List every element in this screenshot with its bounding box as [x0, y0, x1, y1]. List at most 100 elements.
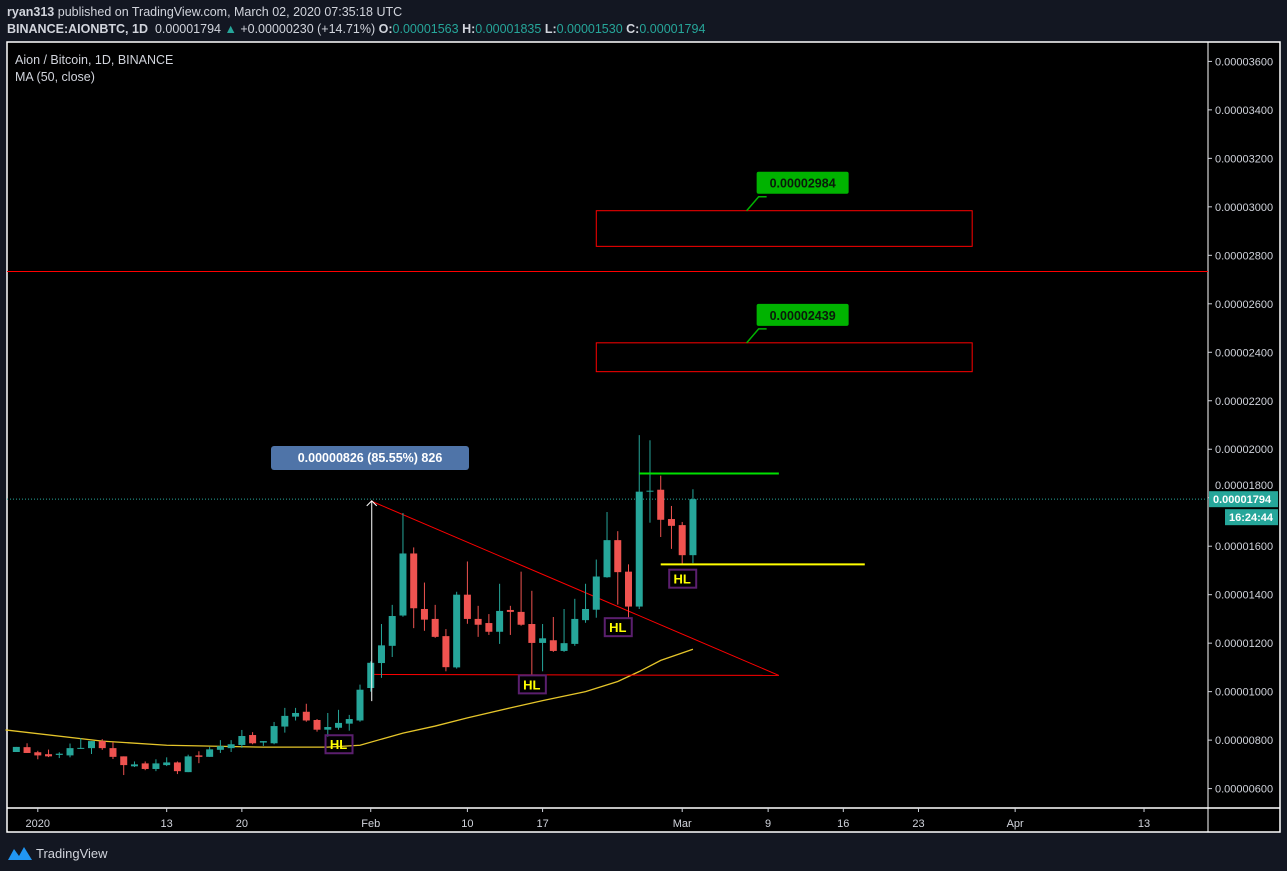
symbol-info: BINANCE:AIONBTC, 1D 0.00001794 ▲ +0.0000…	[7, 22, 705, 36]
candle-body	[571, 618, 579, 644]
price-tick-label: 0.00002000	[1215, 444, 1273, 456]
candle-body	[238, 736, 246, 745]
candle-body	[667, 519, 675, 526]
publish-info: ryan313 published on TradingView.com, Ma…	[7, 5, 402, 19]
candle-body	[45, 754, 53, 757]
publish-text: published on TradingView.com, March 02, …	[57, 5, 403, 19]
last-price: 0.00001794	[154, 22, 221, 36]
candle-body	[603, 540, 611, 578]
candle-body	[506, 609, 514, 612]
candle-body	[614, 540, 622, 573]
tradingview-logo-icon	[8, 847, 32, 860]
measure-label-text: 0.00000826 (85.55%) 826	[298, 451, 443, 465]
time-tick-label: 13	[1138, 818, 1150, 830]
price-tick-label: 0.00001800	[1215, 480, 1273, 492]
price-change: +0.00000230 (+14.71%)	[240, 22, 376, 36]
candle-body	[66, 748, 74, 756]
candle-body	[485, 623, 493, 632]
candle-body	[592, 576, 600, 610]
candle-body	[463, 594, 471, 619]
measure-label[interactable]	[271, 446, 469, 470]
candle-body	[625, 571, 632, 607]
price-tick-label: 0.00001400	[1215, 590, 1273, 602]
time-tick-label: 23	[912, 818, 924, 830]
candle-body	[646, 490, 654, 492]
hl-label-box[interactable]	[517, 674, 547, 695]
target-price-label[interactable]	[756, 171, 849, 194]
candle-body	[431, 618, 439, 637]
candle-body	[388, 616, 396, 646]
candle-body	[335, 722, 343, 728]
price-tick-label: 0.00002800	[1215, 250, 1273, 262]
time-tick-label: 13	[161, 818, 173, 830]
high-label: H:	[462, 22, 476, 36]
last-price-tag	[1209, 491, 1278, 508]
open-label: O:	[378, 22, 393, 36]
symbol-label: BINANCE:AIONBTC, 1D	[7, 22, 148, 36]
up-triangle-icon: ▲	[224, 22, 237, 36]
price-tick-label: 0.00003000	[1215, 202, 1273, 214]
hl-label-box[interactable]	[603, 617, 633, 638]
target-box[interactable]	[595, 342, 973, 373]
target-price-label[interactable]	[756, 303, 849, 326]
price-tick-label: 0.00003600	[1215, 56, 1273, 68]
chart-pane[interactable]	[6, 41, 1281, 833]
price-tick-label: 0.00001200	[1215, 638, 1273, 650]
footer-brand[interactable]: TradingView	[7, 845, 108, 861]
candle-body	[453, 594, 461, 668]
time-tick-label: 17	[536, 818, 548, 830]
candle-body	[496, 610, 504, 632]
hl-label-box[interactable]	[324, 734, 354, 755]
target-box[interactable]	[595, 210, 973, 247]
candle-body	[517, 611, 525, 625]
time-tick-label: 20	[236, 818, 248, 830]
low-value: 0.00001530	[556, 22, 623, 36]
price-tick-label: 0.00000800	[1215, 735, 1273, 747]
price-tick-label: 0.00002200	[1215, 396, 1273, 408]
candle-body	[356, 689, 364, 721]
candle-body	[120, 756, 128, 766]
candle-body	[98, 741, 106, 749]
candle-body	[582, 608, 590, 621]
author-name[interactable]: ryan313	[7, 5, 55, 19]
candle-body	[474, 618, 482, 625]
candle-body	[367, 662, 375, 689]
time-tick-label: Feb	[361, 818, 380, 830]
chart-legend-indicator: MA (50, close)	[15, 70, 95, 84]
candle-body	[184, 756, 192, 773]
price-tick-label: 0.00002400	[1215, 347, 1273, 359]
candle-body	[216, 746, 224, 750]
candle-body	[55, 753, 63, 755]
target-price-text: 0.00002984	[770, 177, 836, 191]
candle-body	[109, 748, 117, 757]
candle-body	[88, 741, 95, 749]
candle-body	[410, 553, 418, 609]
close-value: 0.00001794	[639, 22, 706, 36]
hl-label-text: HL	[609, 620, 626, 635]
time-tick-label: 10	[461, 818, 473, 830]
price-tick-label: 0.00001600	[1215, 541, 1273, 553]
target-price-text: 0.00002439	[770, 309, 836, 323]
candle-body	[678, 525, 686, 556]
price-tick-label: 0.00003200	[1215, 153, 1273, 165]
candle-body	[281, 715, 289, 727]
candle-body	[206, 749, 214, 757]
triangle-trendline[interactable]	[370, 673, 779, 676]
candle-body	[163, 762, 171, 766]
candle-body	[12, 746, 20, 753]
candle-body	[377, 645, 385, 664]
target-callout-pointer	[746, 328, 767, 344]
candle-body	[259, 741, 267, 743]
time-tick-label: 16	[837, 818, 849, 830]
hl-label-box[interactable]	[668, 568, 698, 589]
candle-body	[302, 711, 310, 721]
candle-body	[657, 489, 665, 520]
candle-body	[141, 763, 149, 769]
time-tick-label: Mar	[673, 818, 692, 830]
candle-body	[34, 752, 42, 756]
candle-body	[345, 719, 353, 724]
price-tick-label: 0.00000600	[1215, 784, 1273, 796]
price-tick-label: 0.00002600	[1215, 299, 1273, 311]
triangle-trendline[interactable]	[370, 500, 780, 676]
